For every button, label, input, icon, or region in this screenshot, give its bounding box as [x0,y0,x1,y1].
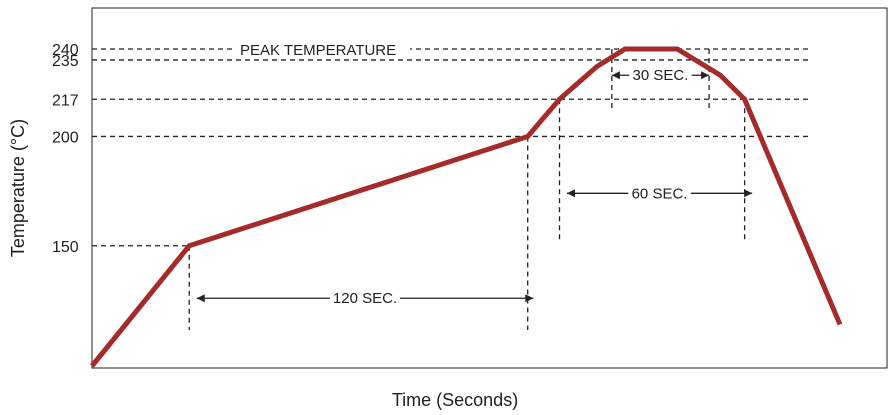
peak-temperature-label: PEAK TEMPERATURE [240,42,396,59]
dim-120-sec-right-arrow [525,294,534,303]
dim-60-sec-label: 60 SEC. [632,185,688,202]
y-tick-label: 235 [52,53,79,70]
y-tick-label: 150 [52,239,79,256]
y-tick-label: 200 [52,129,79,146]
reference-lines [92,48,810,330]
peak-label-bg [232,39,410,59]
y-axis-label: Temperature (°C) [8,119,28,257]
dim-120-sec-label: 120 SEC. [333,290,397,307]
dim-60-sec-left-arrow [566,189,575,198]
dim-120-sec-left-arrow [196,294,205,303]
temperature-profile-line [90,46,843,368]
plot-frame [91,7,888,369]
x-axis-label: Time (Seconds) [392,390,518,410]
y-tick-label: 240 [52,42,79,59]
annotations: PEAK TEMPERATURE 30 SEC. 60 SEC. 120 SEC. [196,39,753,307]
dim-60-sec-right-arrow [744,189,753,198]
dim-30-sec-left-arrow [611,71,620,80]
dim-30-sec-right-arrow [701,71,710,80]
series-layer [90,46,843,368]
dim-30-sec-label: 30 SEC. [633,67,689,84]
y-tick-label: 217 [52,92,79,109]
